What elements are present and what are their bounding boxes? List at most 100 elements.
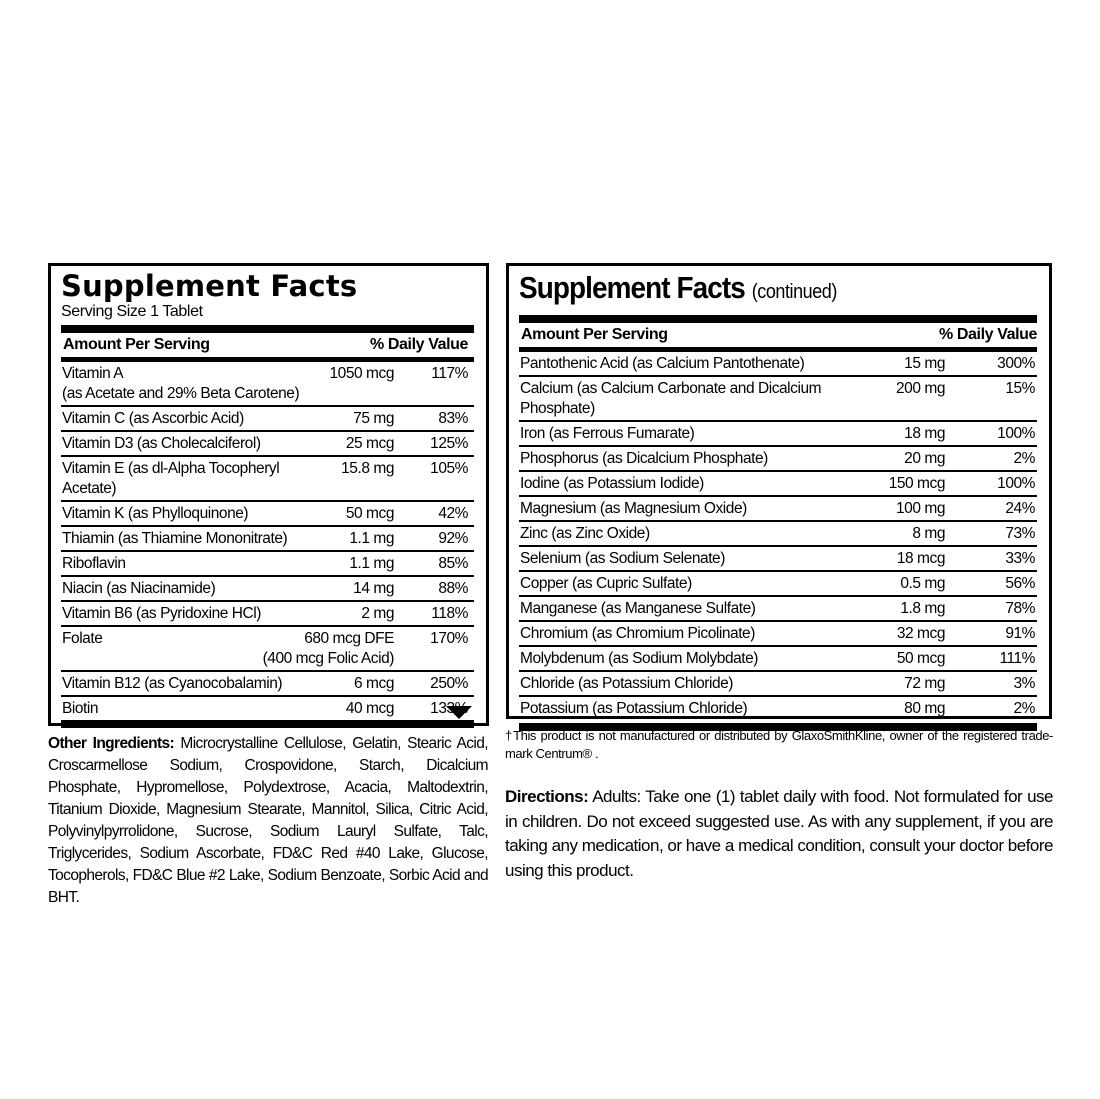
- amount-text: 25 mcg: [345, 435, 395, 452]
- nutrient-row: Calcium (as Calcium Carbonate and Dicalc…: [519, 377, 1037, 422]
- amount-text: 72 mg: [904, 675, 945, 692]
- nutrient-name-text: Vitamin B6 (as Pyridoxine HCl): [62, 605, 261, 622]
- nutrient-row: Folate 680 mcg DFE (400 mcg Folic Acid) 170…: [61, 627, 474, 672]
- nutrient-name: Manganese (as Manganese Sulfate): [520, 599, 865, 619]
- nutrient-daily-value: 83%: [438, 410, 468, 427]
- directions: Directions: Adults: Take one (1) tablet …: [505, 785, 1054, 883]
- amount-text: 1050 mcg: [329, 365, 395, 382]
- footnote: †This product is not manufactured or dis…: [505, 728, 1053, 761]
- nutrient-daily-value: 170%: [430, 630, 468, 647]
- nutrient-name-text: Iodine (as Potassium Iodide): [520, 475, 704, 492]
- nutrient-amount: 15.8 mg: [304, 459, 394, 499]
- amount-text: 50 mcg: [345, 505, 395, 522]
- nutrient-amount: 14 mg: [304, 579, 394, 599]
- nutrient-name: Folate: [62, 629, 304, 669]
- header-amount: Amount Per Serving: [63, 336, 210, 353]
- title-suffix: (continued): [751, 281, 838, 303]
- amount-text: 75 mg: [353, 410, 394, 427]
- amount-text: 200 mg: [896, 380, 945, 397]
- amount-text: 15 mg: [904, 355, 945, 372]
- amount-text: 32 mcg: [896, 625, 946, 642]
- amount-text: 50 mcg: [896, 650, 946, 667]
- nutrient-name-text: Chloride (as Potassium Chloride): [520, 675, 734, 692]
- panel-title: Supplement Facts: [61, 269, 358, 303]
- nutrient-amount: 0.5 mg: [865, 574, 945, 594]
- nutrient-name-text: Vitamin C (as Ascorbic Acid): [62, 410, 244, 427]
- nutrient-name-text: Vitamin E (as dl-Alpha Tocopheryl Acetat…: [62, 460, 280, 497]
- nutrient-daily-value: 15%: [1005, 380, 1035, 397]
- nutrient-name: Vitamin C (as Ascorbic Acid): [62, 409, 304, 429]
- nutrient-daily-value: 88%: [438, 580, 468, 597]
- nutrient-daily-value: 125%: [430, 435, 468, 452]
- nutrient-row: Thiamin (as Thiamine Mononitrate) 1.1 mg 9…: [61, 527, 474, 552]
- other-ingredients-label: Other Ingredients:: [48, 735, 175, 752]
- nutrient-name-text: Magnesium (as Magnesium Oxide): [520, 500, 747, 517]
- nutrient-daily-value: 111%: [999, 650, 1035, 667]
- nutrient-amount: 200 mg: [865, 379, 945, 419]
- nutrient-name-text: Manganese (as Manganese Sulfate): [520, 600, 756, 617]
- nutrient-name: Magnesium (as Magnesium Oxide): [520, 499, 865, 519]
- nutrient-amount: 50 mcg: [304, 504, 395, 524]
- nutrient-name: Copper (as Cupric Sulfate): [520, 574, 865, 594]
- nutrient-amount: 6 mcg: [304, 674, 394, 694]
- nutrient-name: Vitamin K (as Phylloquinone): [62, 504, 304, 524]
- nutrient-name: Thiamin (as Thiamine Mononitrate): [62, 529, 304, 549]
- nutrient-name: Vitamin D3 (as Cholecalciferol): [62, 434, 304, 454]
- nutrient-row: Zinc (as Zinc Oxide) 8 mg 73%: [519, 522, 1037, 547]
- title-text: Supplement Facts: [519, 270, 746, 305]
- nutrient-daily-value: 85%: [438, 555, 468, 572]
- nutrient-amount: 80 mg: [865, 699, 945, 719]
- amount-text: 20 mg: [904, 450, 945, 467]
- supplement-facts-panel: Supplement Facts Serving Size 1 Tablet A…: [48, 263, 489, 728]
- header-daily-value: % Daily Value: [939, 326, 1037, 343]
- nutrient-amount: 40 mcg: [304, 699, 395, 719]
- nutrient-daily-value: 2%: [1013, 450, 1035, 467]
- triangle-down-icon: [446, 706, 472, 719]
- nutrient-name: Calcium (as Calcium Carbonate and Dicalc…: [520, 379, 865, 419]
- nutrient-amount: 25 mcg: [304, 434, 395, 454]
- amount-text: 100 mg: [896, 500, 945, 517]
- nutrient-name-text: Vitamin A: [62, 365, 124, 382]
- nutrient-name-text: Biotin: [62, 700, 99, 717]
- nutrient-daily-value: 3%: [1013, 675, 1035, 692]
- nutrient-amount: 50 mcg: [865, 649, 946, 669]
- nutrient-amount: 150 mcg: [865, 474, 946, 494]
- amount-text: 680 mcg DFE: [304, 630, 394, 647]
- nutrient-row: Manganese (as Manganese Sulfate) 1.8 mg 78…: [519, 597, 1037, 622]
- amount-text: 1.1 mg: [349, 530, 394, 547]
- nutrient-amount: 18 mg: [865, 424, 945, 444]
- divider-thick: [519, 723, 1037, 731]
- nutrient-amount: 1.1 mg: [304, 529, 394, 549]
- nutrient-name-text: Copper (as Cupric Sulfate): [520, 575, 692, 592]
- nutrient-name: Selenium (as Sodium Selenate): [520, 549, 865, 569]
- nutrient-amount: 18 mcg: [865, 549, 946, 569]
- nutrient-row: Selenium (as Sodium Selenate) 18 mcg 33%: [519, 547, 1037, 572]
- nutrient-row: Iron (as Ferrous Fumarate) 18 mg 100%: [519, 422, 1037, 447]
- nutrient-row: Vitamin E (as dl-Alpha Tocopheryl Acetat…: [61, 457, 474, 502]
- nutrient-daily-value: 42%: [438, 505, 468, 522]
- nutrient-daily-value: 117%: [431, 365, 468, 382]
- table-header: Amount Per Serving % Daily Value: [61, 333, 474, 357]
- nutrient-amount: 1.8 mg: [865, 599, 945, 619]
- nutrient-row: Niacin (as Niacinamide) 14 mg 88%: [61, 577, 474, 602]
- nutrient-row: Molybdenum (as Sodium Molybdate) 50 mcg 11…: [519, 647, 1037, 672]
- nutrient-daily-value: 92%: [438, 530, 468, 547]
- serving-size: Serving Size 1 Tablet: [61, 303, 203, 320]
- nutrient-daily-value: 118%: [431, 605, 468, 622]
- amount-text: 14 mg: [353, 580, 394, 597]
- nutrient-row: Biotin 40 mcg 133%: [61, 697, 474, 720]
- nutrient-daily-value: 78%: [1005, 600, 1035, 617]
- nutrient-daily-value: 73%: [1005, 525, 1035, 542]
- nutrient-name: Riboflavin: [62, 554, 304, 574]
- nutrient-name-text: Chromium (as Chromium Picolinate): [520, 625, 755, 642]
- nutrient-daily-value: 105%: [430, 460, 468, 477]
- nutrient-name-text: Vitamin B12 (as Cyanocobalamin): [62, 675, 283, 692]
- nutrient-name: Molybdenum (as Sodium Molybdate): [520, 649, 865, 669]
- nutrient-name: Iodine (as Potassium Iodide): [520, 474, 865, 494]
- nutrient-row: Iodine (as Potassium Iodide) 150 mcg 100%: [519, 472, 1037, 497]
- nutrient-row: Vitamin K (as Phylloquinone) 50 mcg 42%: [61, 502, 474, 527]
- nutrient-name-text: Thiamin (as Thiamine Mononitrate): [62, 530, 288, 547]
- nutrient-row: Vitamin D3 (as Cholecalciferol) 25 mcg 125…: [61, 432, 474, 457]
- amount-text: 0.5 mg: [900, 575, 945, 592]
